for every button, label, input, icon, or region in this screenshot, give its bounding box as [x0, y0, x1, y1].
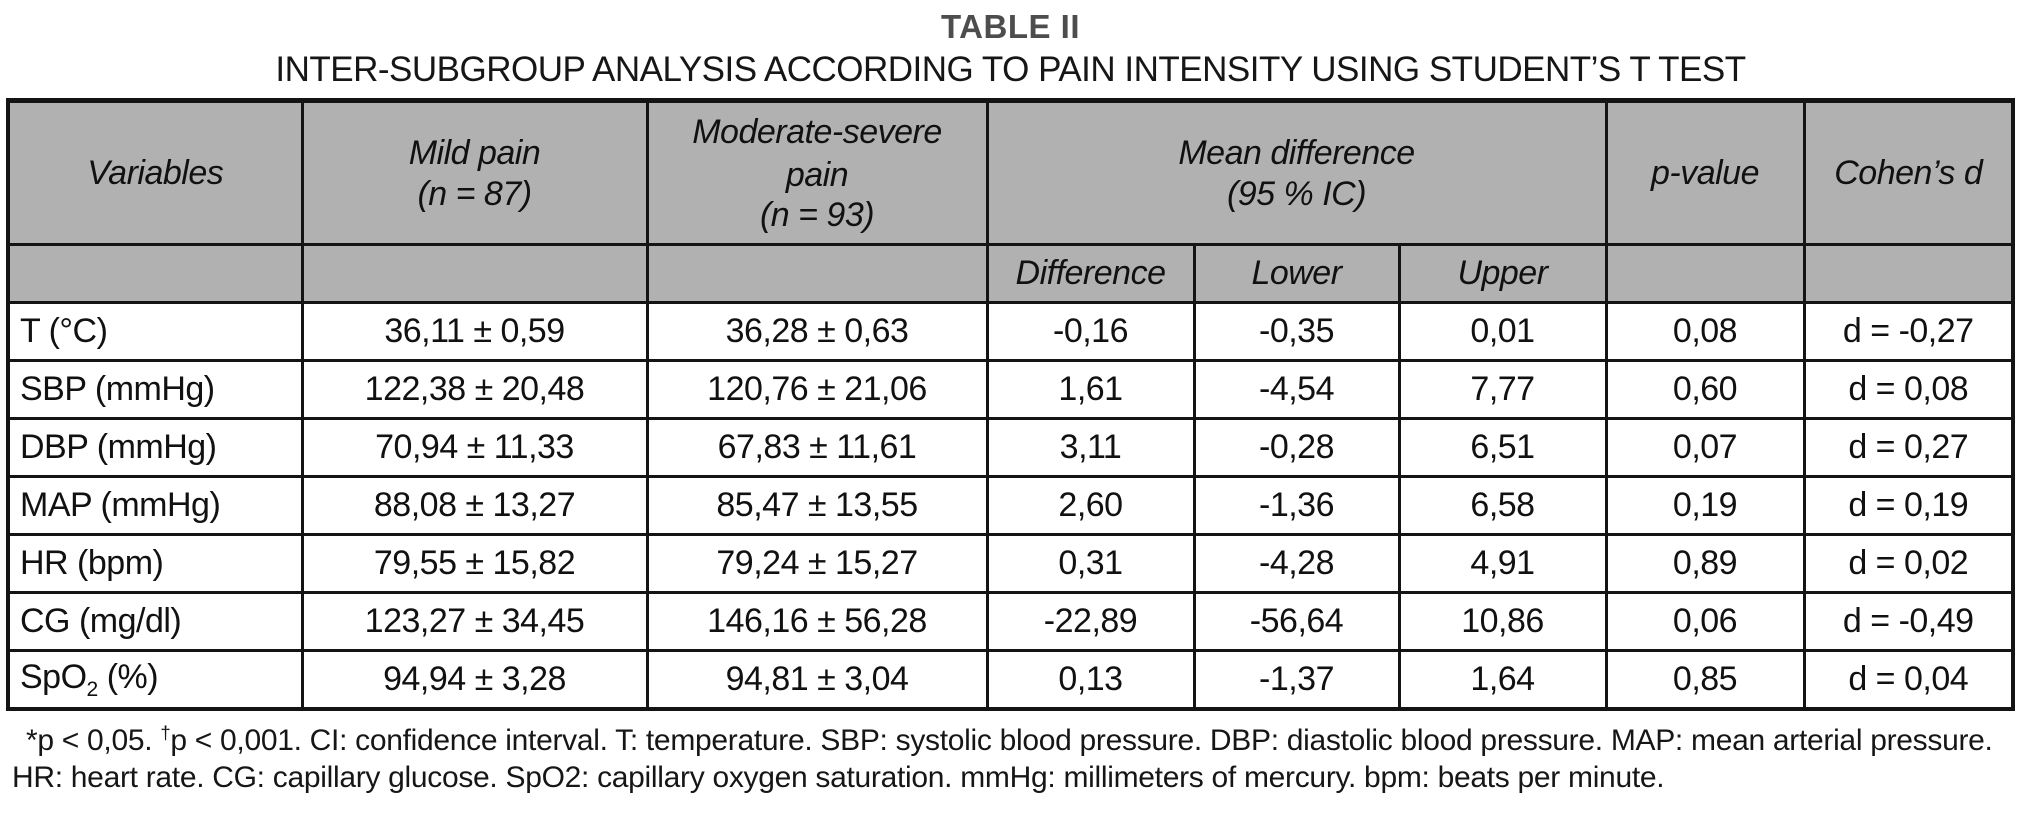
upper-value: 1,64 — [1397, 649, 1608, 711]
header-moderate-severe-label: Moderate-severe pain — [692, 113, 942, 194]
variable-cell: HR (bpm) — [6, 533, 304, 594]
table-row-map: MAP (mmHg) 88,08 ± 13,27 85,47 ± 13,55 2… — [6, 475, 2015, 536]
spo2-label-subscript: 2 — [86, 677, 99, 701]
spo2-label-unit: (%) — [97, 657, 159, 696]
lower-value: -4,28 — [1192, 533, 1401, 594]
variable-cell: SBP (mmHg) — [6, 359, 304, 420]
header-p-value: p-value — [1604, 99, 1806, 246]
cohens-d-value: d = 0,02 — [1802, 533, 2015, 594]
page-subtitle: INTER-SUBGROUP ANALYSIS ACCORDING TO PAI… — [275, 50, 1746, 89]
table-footnote: *p < 0,05. †p < 0,001. CI: confidence in… — [12, 721, 2011, 796]
variable-cell: T (°C) — [6, 301, 304, 362]
table-row-temperature: T (°C) 36,11 ± 0,59 36,28 ± 0,63 -0,16 -… — [6, 301, 2015, 362]
header-moderate-severe-pain: Moderate-severe pain (n = 93) — [645, 99, 989, 246]
p-value: 0,08 — [1604, 301, 1806, 362]
p-value: 0,89 — [1604, 533, 1806, 594]
upper-value: 6,58 — [1397, 475, 1608, 536]
difference-value: 2,60 — [985, 475, 1196, 536]
variable-cell: DBP (mmHg) — [6, 417, 304, 478]
p-value: 0,19 — [1604, 475, 1806, 536]
moderate-value: 85,47 ± 13,55 — [645, 475, 989, 536]
footnote-significance: *p < 0,05. — [26, 724, 161, 757]
p-value: 0,06 — [1604, 591, 1806, 652]
upper-value: 10,86 — [1397, 591, 1608, 652]
difference-value: 3,11 — [985, 417, 1196, 478]
table-subheader-row: Difference Lower Upper — [6, 243, 2015, 304]
cohens-d-value: d = -0,49 — [1802, 591, 2015, 652]
header-mild-pain-label: Mild pain — [408, 134, 541, 173]
p-value: 0,85 — [1604, 649, 1806, 711]
subheader-difference: Difference — [985, 243, 1196, 304]
mild-value: 88,08 ± 13,27 — [300, 475, 649, 536]
table-row-spo2: SpO2 (%) 94,94 ± 3,28 94,81 ± 3,04 0,13 … — [6, 649, 2015, 711]
header-variables: Variables — [6, 99, 304, 246]
variable-cell: MAP (mmHg) — [6, 475, 304, 536]
cohens-d-value: d = 0,04 — [1802, 649, 2015, 711]
header-mean-difference-ci: (95 % IC) — [1226, 174, 1367, 213]
moderate-value: 79,24 ± 15,27 — [645, 533, 989, 594]
moderate-value: 36,28 ± 0,63 — [645, 301, 989, 362]
mild-value: 94,94 ± 3,28 — [300, 649, 649, 711]
variable-cell: CG (mg/dl) — [6, 591, 304, 652]
cohens-d-value: d = 0,27 — [1802, 417, 2015, 478]
mild-value: 123,27 ± 34,45 — [300, 591, 649, 652]
dagger-symbol: † — [160, 722, 171, 743]
cohens-d-value: d = -0,27 — [1802, 301, 2015, 362]
moderate-value: 67,83 ± 11,61 — [645, 417, 989, 478]
spo2-label-main: SpO — [20, 657, 87, 696]
moderate-value: 146,16 ± 56,28 — [645, 591, 989, 652]
subheader-empty-p — [1604, 243, 1806, 304]
cohens-d-value: d = 0,19 — [1802, 475, 2015, 536]
lower-value: -1,36 — [1192, 475, 1401, 536]
mild-value: 70,94 ± 11,33 — [300, 417, 649, 478]
table-row-dbp: DBP (mmHg) 70,94 ± 11,33 67,83 ± 11,61 3… — [6, 417, 2015, 478]
difference-value: -0,16 — [985, 301, 1196, 362]
page-title: TABLE II — [940, 8, 1081, 45]
upper-value: 7,77 — [1397, 359, 1608, 420]
lower-value: -56,64 — [1192, 591, 1401, 652]
header-cohens-d: Cohen’s d — [1802, 99, 2015, 246]
table-row-hr: HR (bpm) 79,55 ± 15,82 79,24 ± 15,27 0,3… — [6, 533, 2015, 594]
difference-value: 0,13 — [985, 649, 1196, 711]
variable-cell: SpO2 (%) — [6, 649, 304, 711]
difference-value: 0,31 — [985, 533, 1196, 594]
table-header-row: Variables Mild pain (n = 87) Moderate-se… — [6, 99, 2015, 246]
lower-value: -4,54 — [1192, 359, 1401, 420]
p-value: 0,60 — [1604, 359, 1806, 420]
lower-value: -0,28 — [1192, 417, 1401, 478]
subheader-empty-variables — [6, 243, 304, 304]
subheader-empty-mild — [300, 243, 649, 304]
upper-value: 0,01 — [1397, 301, 1608, 362]
mild-value: 36,11 ± 0,59 — [300, 301, 649, 362]
subheader-empty-cohens — [1802, 243, 2015, 304]
mild-value: 79,55 ± 15,82 — [300, 533, 649, 594]
header-mean-difference-label: Mean difference — [1178, 134, 1415, 173]
difference-value: 1,61 — [985, 359, 1196, 420]
table-row-cg: CG (mg/dl) 123,27 ± 34,45 146,16 ± 56,28… — [6, 591, 2015, 652]
subheader-upper: Upper — [1397, 243, 1608, 304]
header-mild-pain: Mild pain (n = 87) — [300, 99, 649, 246]
mild-value: 122,38 ± 20,48 — [300, 359, 649, 420]
subheader-lower: Lower — [1192, 243, 1401, 304]
moderate-value: 94,81 ± 3,04 — [645, 649, 989, 711]
footnote-abbreviations: p < 0,001. CI: confidence interval. T: t… — [12, 724, 1993, 795]
table-row-sbp: SBP (mmHg) 122,38 ± 20,48 120,76 ± 21,06… — [6, 359, 2015, 420]
subheader-empty-moderate — [645, 243, 989, 304]
stats-table: Variables Mild pain (n = 87) Moderate-se… — [6, 98, 2015, 711]
p-value: 0,07 — [1604, 417, 1806, 478]
header-mild-pain-n: (n = 87) — [417, 174, 532, 213]
upper-value: 6,51 — [1397, 417, 1608, 478]
moderate-value: 120,76 ± 21,06 — [645, 359, 989, 420]
header-moderate-severe-n: (n = 93) — [759, 196, 875, 234]
difference-value: -22,89 — [985, 591, 1196, 652]
cohens-d-value: d = 0,08 — [1802, 359, 2015, 420]
lower-value: -1,37 — [1192, 649, 1401, 711]
upper-value: 4,91 — [1397, 533, 1608, 594]
header-mean-difference: Mean difference (95 % IC) — [985, 99, 1608, 246]
lower-value: -0,35 — [1192, 301, 1401, 362]
